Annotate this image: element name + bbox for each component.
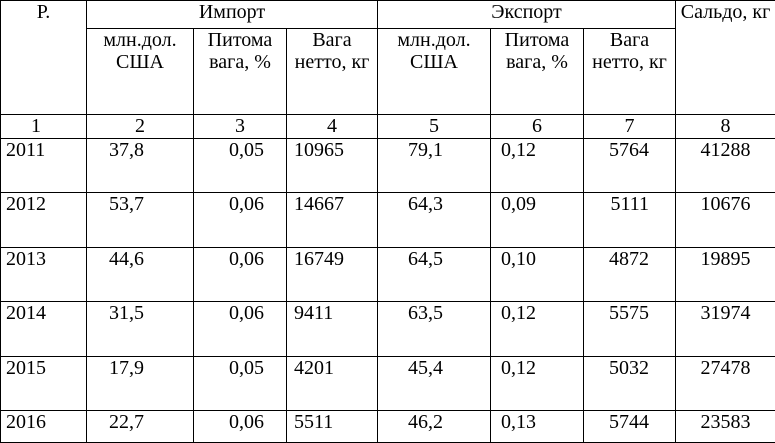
group-header-row: Р. Импорт Экспорт Сальдо, кг (0, 0, 775, 116)
column-number: 4 (286, 114, 378, 139)
column-number: 3 (193, 114, 287, 139)
import-share-cell: 0,05 (193, 137, 287, 194)
saldo-cell: 27478 (675, 355, 775, 412)
export-usd-cell: 63,5 (377, 301, 491, 357)
table-row: 2014 31,5 0,06 9411 63,5 0,12 5575 31974 (0, 301, 775, 357)
import-net-weight-cell: 10965 (286, 137, 378, 194)
import-net-weight-cell: 9411 (286, 301, 378, 357)
table-row: 2016 22,7 0,06 5511 46,2 0,13 5744 23583 (0, 410, 775, 443)
export-net-weight-cell: 5575 (582, 301, 677, 357)
table-row: 2013 44,6 0,06 16749 64,5 0,10 4872 1989… (0, 246, 775, 303)
saldo-column-header: Сальдо, кг (675, 0, 775, 116)
export-net-weight-cell: 5111 (582, 192, 677, 248)
saldo-cell: 23583 (675, 410, 775, 443)
subheader-row: млн.дол. США Питома вага, % Вага нетто, … (1, 27, 775, 116)
export-net-weight-cell: 5744 (582, 410, 677, 443)
export-share-header: Питома вага, % (490, 27, 584, 116)
export-usd-header: млн.дол. США (377, 27, 491, 116)
year-cell: 2016 (0, 410, 87, 443)
saldo-cell: 41288 (675, 137, 775, 194)
import-usd-cell: 17,9 (86, 355, 194, 412)
export-share-cell: 0,12 (490, 355, 584, 412)
saldo-cell: 10676 (675, 192, 775, 248)
export-usd-cell: 64,3 (377, 192, 491, 248)
year-column-header: Р. (0, 0, 87, 116)
export-net-weight-cell: 4872 (582, 246, 677, 303)
import-net-weight-cell: 5511 (286, 410, 378, 443)
import-net-weight-cell: 14667 (286, 192, 378, 248)
year-cell: 2011 (0, 137, 87, 194)
import-net-weight-cell: 4201 (286, 355, 378, 412)
import-share-cell: 0,06 (193, 301, 287, 357)
import-group-header: Импорт (86, 0, 378, 29)
column-number: 7 (582, 114, 677, 139)
import-share-cell: 0,06 (193, 246, 287, 303)
year-cell: 2014 (0, 301, 87, 357)
export-group-header: Экспорт (376, 0, 677, 29)
import-net-weight-cell: 16749 (286, 246, 378, 303)
export-usd-cell: 64,5 (377, 246, 491, 303)
import-usd-header: млн.дол. США (86, 27, 194, 116)
export-share-cell: 0,09 (490, 192, 584, 248)
export-share-cell: 0,12 (490, 137, 584, 194)
column-number: 1 (0, 114, 87, 139)
export-net-weight-header: Вага нетто, кг (582, 27, 677, 116)
table-row: 2012 53,7 0,06 14667 64,3 0,09 5111 1067… (0, 192, 775, 248)
column-number: 8 (675, 114, 775, 139)
export-share-cell: 0,12 (490, 301, 584, 357)
import-usd-cell: 44,6 (86, 246, 194, 303)
table-row: 2011 37,8 0,05 10965 79,1 0,12 5764 4128… (0, 137, 775, 194)
column-number-row: 1 2 3 4 5 6 7 8 (0, 114, 775, 139)
year-cell: 2012 (0, 192, 87, 248)
import-net-weight-header: Вага нетто, кг (286, 27, 378, 116)
import-usd-cell: 31,5 (86, 301, 194, 357)
column-number: 2 (86, 114, 194, 139)
column-number: 6 (490, 114, 584, 139)
import-usd-cell: 37,8 (86, 137, 194, 194)
import-usd-cell: 22,7 (86, 410, 194, 443)
export-net-weight-cell: 5764 (582, 137, 677, 194)
import-usd-cell: 53,7 (86, 192, 194, 248)
export-net-weight-cell: 5032 (582, 355, 677, 412)
export-usd-cell: 79,1 (377, 137, 491, 194)
import-share-header: Питома вага, % (193, 27, 287, 116)
export-share-cell: 0,13 (490, 410, 584, 443)
table-row: 2015 17,9 0,05 4201 45,4 0,12 5032 27478 (0, 355, 775, 412)
year-cell: 2015 (0, 355, 87, 412)
export-usd-cell: 45,4 (377, 355, 491, 412)
column-number: 5 (377, 114, 491, 139)
import-share-cell: 0,06 (193, 410, 287, 443)
export-usd-cell: 46,2 (377, 410, 491, 443)
saldo-cell: 31974 (675, 301, 775, 357)
import-share-cell: 0,06 (193, 192, 287, 248)
year-cell: 2013 (0, 246, 87, 303)
saldo-cell: 19895 (675, 246, 775, 303)
import-share-cell: 0,05 (193, 355, 287, 412)
export-share-cell: 0,10 (490, 246, 584, 303)
